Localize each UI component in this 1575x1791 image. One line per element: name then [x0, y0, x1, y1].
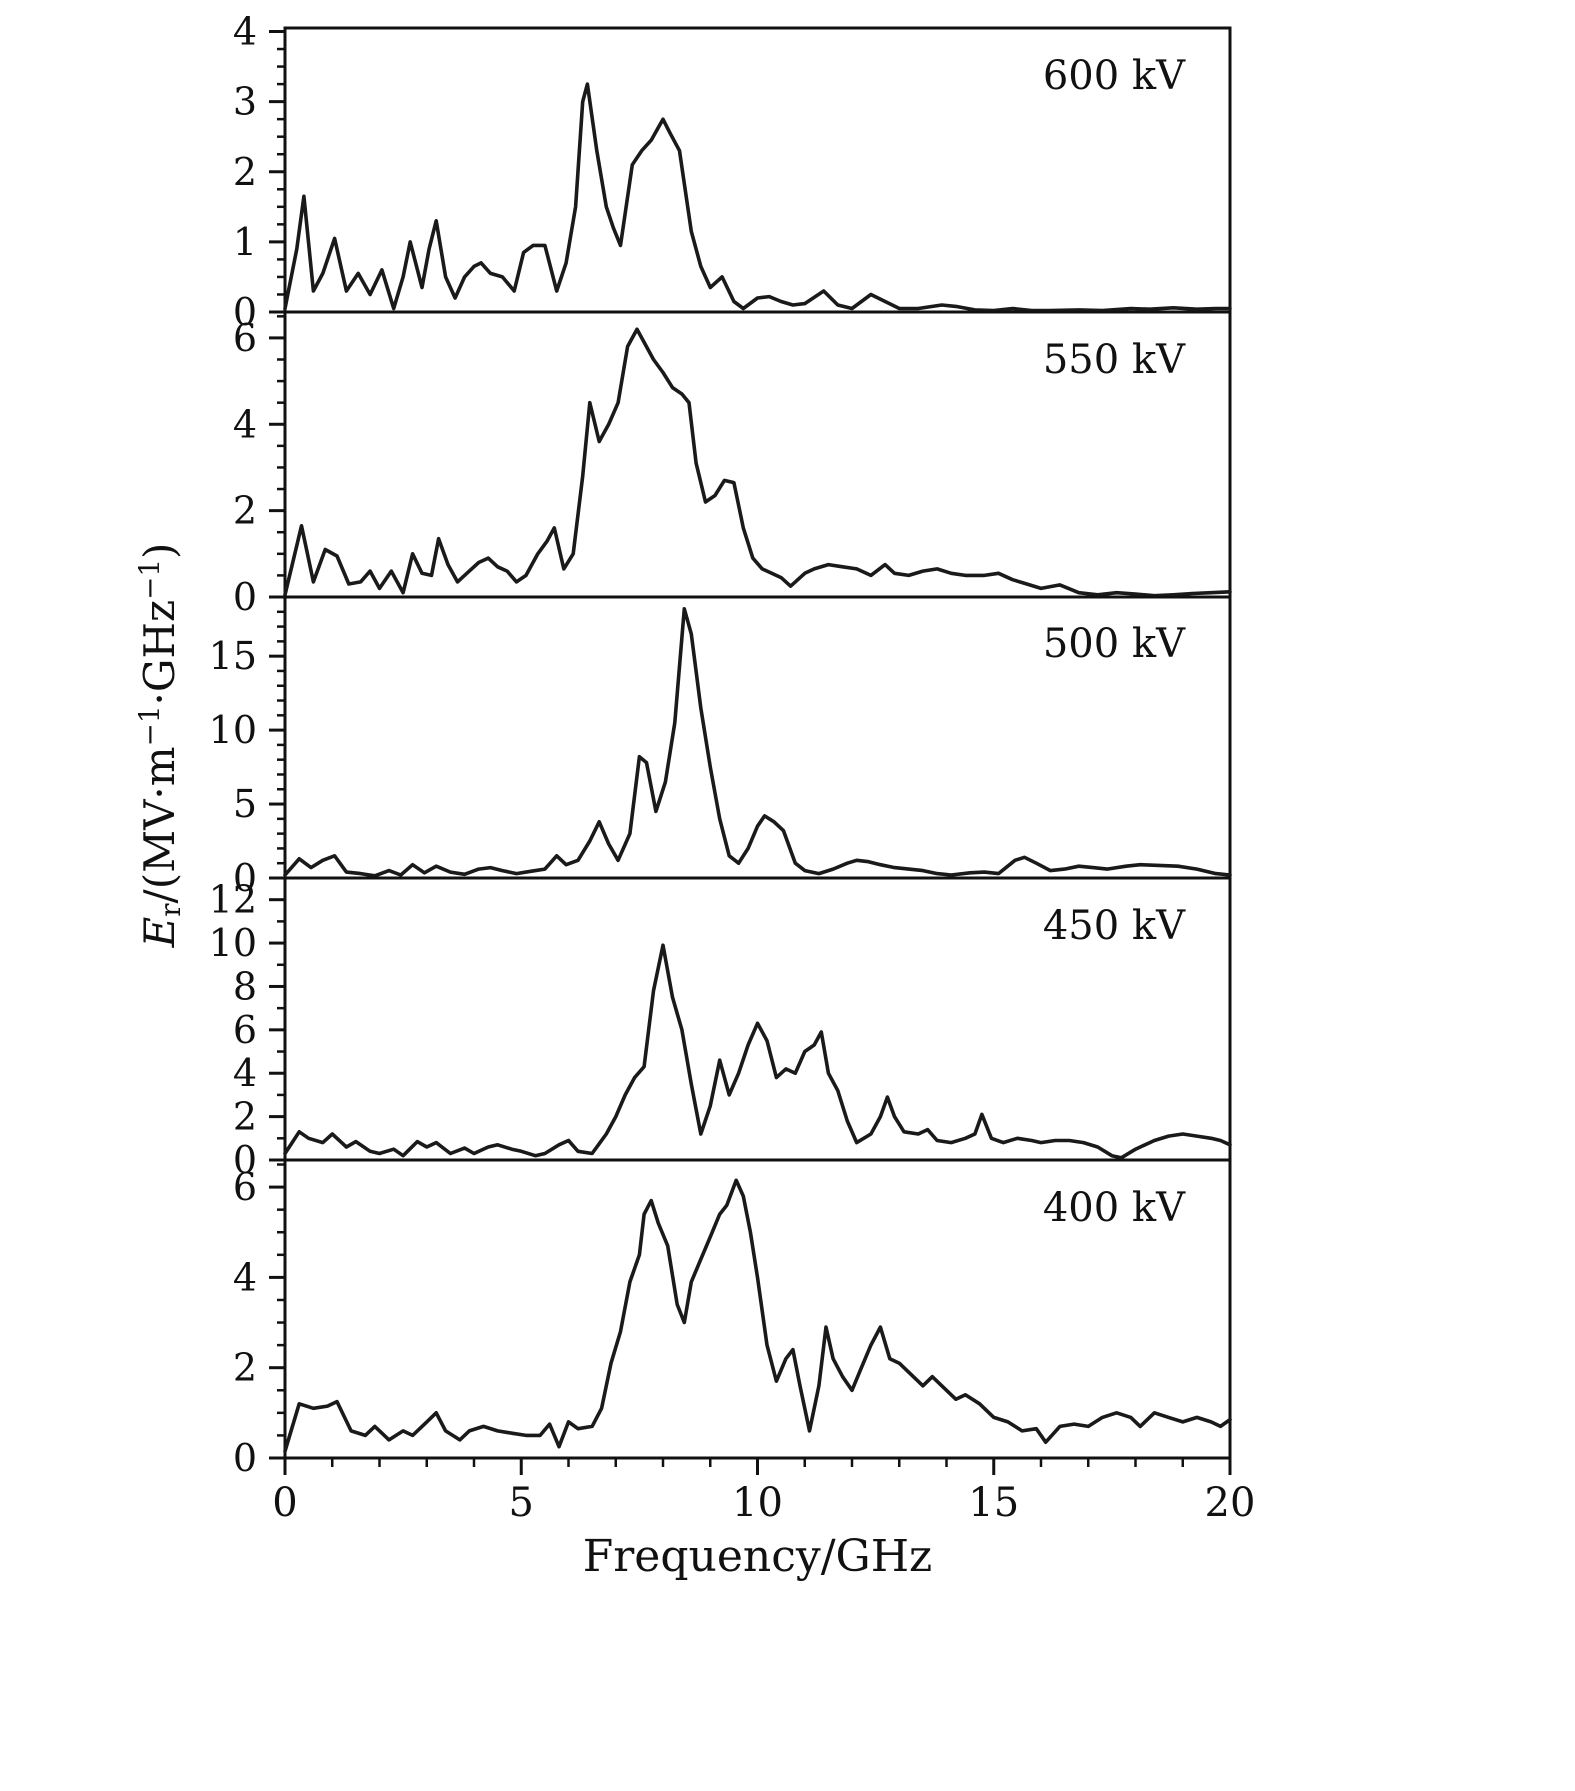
ylabel-unit-pre: /(MV·m: [135, 746, 184, 904]
spectrum-curve-500-kv: [283, 606, 1232, 878]
y-tick-label: 4: [233, 1255, 257, 1299]
y-tick-label: 6: [233, 1008, 257, 1052]
y-tick-label: 1: [233, 220, 257, 264]
spectrum-curve-450-kv: [283, 943, 1232, 1160]
y-tick-label: 0: [233, 856, 257, 900]
x-tick-label: 20: [1205, 1480, 1256, 1526]
panel-label-600kv: 600 kV: [1042, 53, 1185, 99]
x-tick-label: 0: [272, 1480, 297, 1526]
y-tick-label: 3: [233, 80, 257, 124]
x-tick-label: 5: [509, 1480, 534, 1526]
y-tick-label: 5: [233, 782, 257, 826]
y-tick-label: 2: [233, 1095, 257, 1139]
spectrum-curve-600-kv: [283, 82, 1232, 313]
panel-label-500kv: 500 kV: [1042, 621, 1185, 667]
panel-label-400kv: 400 kV: [1042, 1185, 1185, 1231]
ylabel-unit-post: ): [135, 542, 184, 559]
x-tick-label: 15: [968, 1480, 1019, 1526]
y-tick-label: 0: [233, 575, 257, 619]
y-tick-label: 2: [233, 1346, 257, 1390]
y-tick-label: 4: [233, 10, 257, 54]
y-tick-label: 2: [233, 150, 257, 194]
spectrum-curve-400-kv: [283, 1178, 1232, 1453]
y-tick-label: 10: [209, 708, 257, 752]
y-tick-label: 0: [233, 290, 257, 334]
panel-label-450kv: 450 kV: [1042, 903, 1185, 949]
y-tick-label: 8: [233, 964, 257, 1008]
ylabel-unit-mid: ·GHz: [135, 599, 184, 706]
y-tick-label: 2: [233, 489, 257, 533]
y-tick-label: 0: [233, 1436, 257, 1480]
ylabel-subscript: r: [154, 903, 188, 917]
y-tick-label: 10: [209, 921, 257, 965]
y-tick-label: 6: [233, 1165, 257, 1209]
y-tick-label: 15: [209, 634, 257, 678]
x-axis-label: Frequency/GHz: [582, 1531, 933, 1582]
ylabel-symbol: E: [135, 916, 184, 948]
y-tick-label: 6: [233, 316, 257, 360]
y-tick-label: 4: [233, 402, 257, 446]
y-tick-label: 4: [233, 1051, 257, 1095]
panel-label-550kv: 550 kV: [1042, 337, 1185, 383]
y-axis-label: Er/(MV·m−1·GHz−1): [133, 543, 187, 948]
x-tick-label: 10: [732, 1480, 783, 1526]
y-tick-label: 0: [233, 1138, 257, 1182]
ylabel-exponent-1: −1: [132, 705, 166, 747]
spectrum-curve-550-kv: [283, 327, 1232, 598]
ylabel-exponent-2: −1: [132, 558, 166, 600]
y-tick-label: 12: [209, 878, 257, 922]
